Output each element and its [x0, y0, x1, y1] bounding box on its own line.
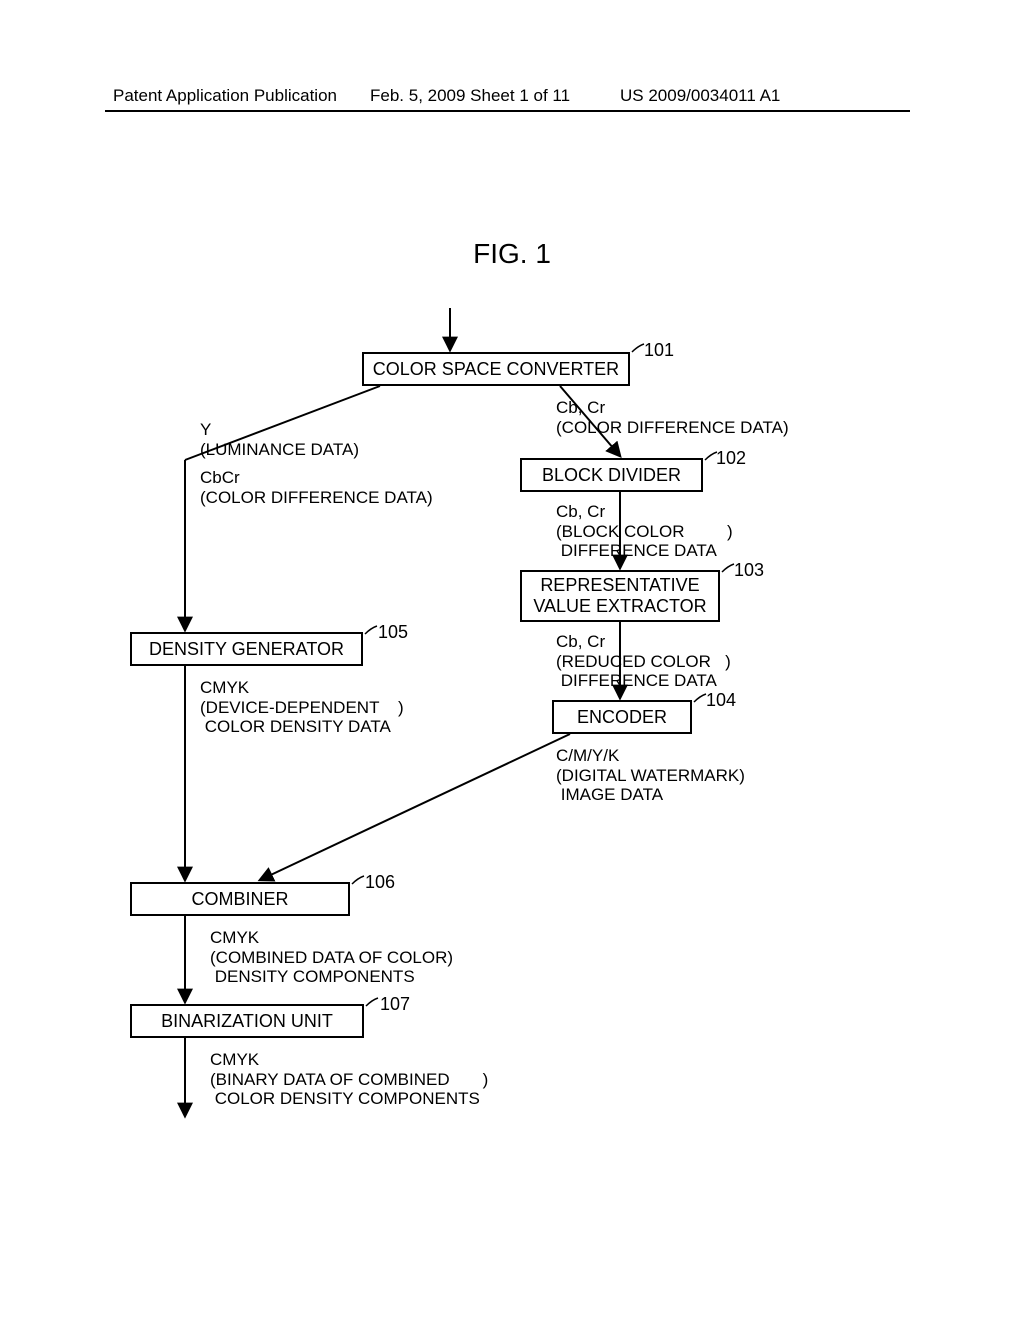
label-watermark: C/M/Y/K (DIGITAL WATERMARK) IMAGE DATA: [556, 746, 745, 805]
label-block-color: Cb, Cr (BLOCK COLOR ) DIFFERENCE DATA: [556, 502, 733, 561]
figure-title: FIG. 1: [0, 238, 1024, 270]
density-generator-box: DENSITY GENERATOR: [130, 632, 363, 666]
representative-value-extractor-box: REPRESENTATIVE VALUE EXTRACTOR: [520, 570, 720, 622]
label-reduced-color: Cb, Cr (REDUCED COLOR ) DIFFERENCE DATA: [556, 632, 731, 691]
color-space-converter-box: COLOR SPACE CONVERTER: [362, 352, 630, 386]
label-cmyk-device: CMYK (DEVICE-DEPENDENT ) COLOR DENSITY D…: [200, 678, 404, 737]
header-rule: [105, 110, 910, 112]
header-mid: Feb. 5, 2009 Sheet 1 of 11: [370, 86, 570, 106]
page: Patent Application Publication Feb. 5, 2…: [0, 0, 1024, 1320]
ref-103: 103: [734, 560, 764, 581]
ref-106: 106: [365, 872, 395, 893]
ref-105: 105: [378, 622, 408, 643]
block-divider-box: BLOCK DIVIDER: [520, 458, 703, 492]
header-left: Patent Application Publication: [113, 86, 337, 106]
encoder-box: ENCODER: [552, 700, 692, 734]
ref-104: 104: [706, 690, 736, 711]
ref-101: 101: [644, 340, 674, 361]
combiner-box: COMBINER: [130, 882, 350, 916]
ref-102: 102: [716, 448, 746, 469]
label-cmyk-binary: CMYK (BINARY DATA OF COMBINED ) COLOR DE…: [210, 1050, 488, 1109]
binarization-unit-box: BINARIZATION UNIT: [130, 1004, 364, 1038]
label-cmyk-combined: CMYK (COMBINED DATA OF COLOR) DENSITY CO…: [210, 928, 453, 987]
header-right: US 2009/0034011 A1: [620, 86, 780, 106]
label-cbcr-right: Cb, Cr (COLOR DIFFERENCE DATA): [556, 398, 789, 437]
label-cbcr-difference: CbCr (COLOR DIFFERENCE DATA): [200, 468, 433, 507]
label-y-luminance: Y (LUMINANCE DATA): [200, 420, 359, 459]
ref-107: 107: [380, 994, 410, 1015]
